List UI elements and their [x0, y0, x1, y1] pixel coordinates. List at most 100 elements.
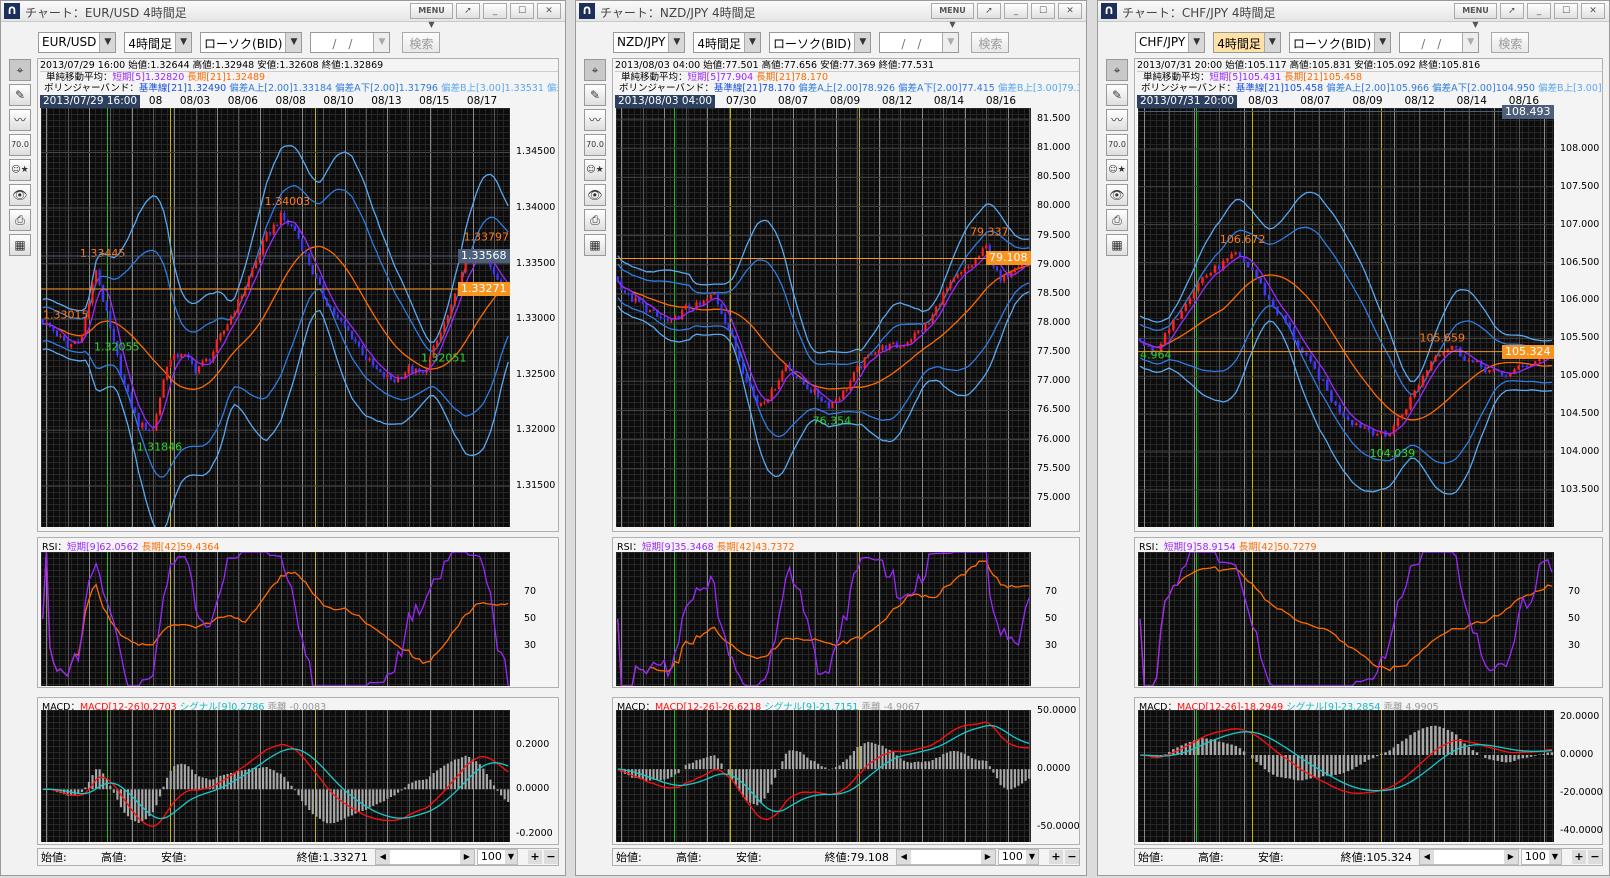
chevron-down-icon[interactable]: ▼ [1374, 33, 1391, 52]
scale-icon[interactable]: 70.0 [584, 134, 606, 156]
chevron-down-icon[interactable]: ▼ [504, 850, 517, 864]
minimize-button[interactable]: _ [1527, 3, 1551, 19]
printer-icon[interactable]: ⎙ [584, 209, 606, 231]
close-button[interactable]: ✕ [1058, 3, 1082, 19]
scale-icon[interactable]: 70.0 [9, 134, 31, 156]
chevron-down-icon[interactable]: ▼ [1188, 33, 1205, 52]
chart-type-select[interactable]: ローソク(BID) ▼ [1288, 32, 1392, 53]
zoom-out-button[interactable]: − [544, 850, 558, 864]
printer-icon[interactable]: ⎙ [9, 209, 31, 231]
search-button[interactable]: 検索 [971, 32, 1010, 53]
symbols-icon[interactable]: ☺★ [9, 159, 31, 181]
printer-icon[interactable]: ⎙ [1106, 209, 1128, 231]
price-plot[interactable]: 1.33445 1.33015 1.34003 1.33797 1.32055 1.318… [41, 108, 510, 533]
indicator-chart-icon[interactable]: 〰 [9, 109, 31, 131]
scroll-track[interactable] [1433, 850, 1504, 864]
symbols-icon[interactable]: ☺★ [584, 159, 606, 181]
zoom-out-button[interactable]: − [1065, 850, 1079, 864]
scroll-right-icon[interactable]: ▶ [1503, 850, 1518, 864]
scroll-right-icon[interactable]: ▶ [980, 850, 995, 864]
cursor-tool-icon[interactable]: ⌖ [584, 59, 606, 81]
close-button[interactable]: ✕ [537, 3, 561, 19]
eye-icon[interactable]: 👁 [1106, 184, 1128, 206]
maximize-button[interactable]: ☐ [1031, 3, 1055, 19]
pencil-icon[interactable]: ✎ [9, 84, 31, 106]
menu-button[interactable]: MENU ▼ [1454, 3, 1497, 29]
price-plot[interactable]: 106.672 105.659 4.964 104.039 [1138, 108, 1554, 527]
indicator-chart-icon[interactable]: 〰 [1106, 109, 1128, 131]
date-input[interactable]: / / ▼ [879, 32, 960, 53]
price-plot[interactable]: 79.337 76.354 [616, 108, 1031, 527]
zoom-in-button[interactable]: + [528, 850, 542, 864]
scroll-left-icon[interactable]: ◀ [1419, 850, 1434, 864]
pencil-icon[interactable]: ✎ [1106, 84, 1128, 106]
chevron-down-icon[interactable]: ▼ [668, 33, 685, 52]
indicator-chart-icon[interactable]: 〰 [584, 109, 606, 131]
chevron-down-icon[interactable]: ▼ [1263, 33, 1280, 52]
chart-type-select[interactable]: ローソク(BID) ▼ [200, 32, 303, 53]
currency-pair-select[interactable]: CHF/JPY ▼ [1135, 32, 1206, 53]
date-input[interactable]: / / ▼ [1399, 32, 1480, 53]
scroll-left-icon[interactable]: ◀ [896, 850, 911, 864]
currency-pair-select[interactable]: EUR/USD ▼ [38, 32, 117, 53]
chevron-down-icon[interactable]: ▼ [99, 33, 116, 52]
macd-plot[interactable] [41, 710, 510, 842]
currency-pair-select[interactable]: NZD/JPY ▼ [613, 32, 686, 53]
chevron-down-icon[interactable]: ▼ [285, 33, 302, 52]
menu-button[interactable]: MENU ▼ [931, 3, 974, 29]
macd-plot[interactable] [1138, 710, 1554, 842]
chevron-down-icon[interactable]: ▼ [942, 33, 959, 52]
chevron-down-icon[interactable]: ▼ [175, 33, 192, 52]
minimize-button[interactable]: _ [1004, 3, 1028, 19]
search-button[interactable]: 検索 [1491, 32, 1530, 53]
table-export-icon[interactable]: ▦ [1106, 234, 1128, 256]
chevron-down-icon[interactable]: ▼ [373, 33, 390, 52]
chevron-down-icon[interactable]: ▼ [854, 33, 871, 52]
title-bar[interactable]: ∩ チャート：NZD/JPY 4時間足 MENU ▼ ➚ _ ☐ ✕ [576, 1, 1086, 29]
chevron-down-icon[interactable]: ▼ [1025, 850, 1038, 864]
scale-icon[interactable]: 70.0 [1106, 134, 1128, 156]
horizontal-scrollbar[interactable]: ◀ ▶ [895, 849, 996, 865]
symbols-icon[interactable]: ☺★ [1106, 159, 1128, 181]
chevron-down-icon[interactable]: ▼ [1462, 33, 1479, 52]
pin-icon[interactable]: ➚ [977, 3, 1001, 19]
scroll-track[interactable] [389, 850, 460, 864]
close-button[interactable]: ✕ [1581, 3, 1605, 19]
chart-type-select[interactable]: ローソク(BID) ▼ [768, 32, 872, 53]
scroll-right-icon[interactable]: ▶ [459, 850, 474, 864]
chevron-down-icon[interactable]: ▼ [743, 33, 760, 52]
horizontal-scrollbar[interactable]: ◀ ▶ [374, 849, 475, 865]
bar-count-select[interactable]: 100 ▼ [997, 849, 1039, 865]
table-export-icon[interactable]: ▦ [584, 234, 606, 256]
pencil-icon[interactable]: ✎ [584, 84, 606, 106]
menu-button[interactable]: MENU ▼ [410, 3, 453, 29]
rsi-plot[interactable] [41, 551, 510, 687]
minimize-button[interactable]: _ [483, 3, 507, 19]
table-export-icon[interactable]: ▦ [9, 234, 31, 256]
horizontal-scrollbar[interactable]: ◀ ▶ [1418, 849, 1519, 865]
pin-icon[interactable]: ➚ [456, 3, 480, 19]
maximize-button[interactable]: ☐ [510, 3, 534, 19]
eye-icon[interactable]: 👁 [9, 184, 31, 206]
bar-count-select[interactable]: 100 ▼ [476, 849, 518, 865]
eye-icon[interactable]: 👁 [584, 184, 606, 206]
zoom-out-button[interactable]: − [1588, 850, 1602, 864]
pin-icon[interactable]: ➚ [1500, 3, 1524, 19]
scroll-left-icon[interactable]: ◀ [375, 850, 390, 864]
bar-count-select[interactable]: 100 ▼ [1520, 849, 1562, 865]
rsi-plot[interactable] [1138, 551, 1554, 687]
rsi-plot[interactable] [616, 551, 1031, 687]
timeframe-select[interactable]: 4時間足 ▼ [1213, 32, 1281, 53]
maximize-button[interactable]: ☐ [1554, 3, 1578, 19]
zoom-in-button[interactable]: + [1572, 850, 1586, 864]
cursor-tool-icon[interactable]: ⌖ [9, 59, 31, 81]
scroll-track[interactable] [910, 850, 981, 864]
title-bar[interactable]: ∩ チャート：EUR/USD 4時間足 MENU ▼ ➚ _ ☐ ✕ [1, 1, 565, 29]
title-bar[interactable]: ∩ チャート：CHF/JPY 4時間足 MENU ▼ ➚ _ ☐ ✕ [1098, 1, 1609, 29]
search-button[interactable]: 検索 [402, 32, 441, 53]
chevron-down-icon[interactable]: ▼ [1548, 850, 1561, 864]
timeframe-select[interactable]: 4時間足 ▼ [693, 32, 761, 53]
timeframe-select[interactable]: 4時間足 ▼ [124, 32, 193, 53]
date-input[interactable]: / / ▼ [310, 32, 391, 53]
zoom-in-button[interactable]: + [1049, 850, 1063, 864]
